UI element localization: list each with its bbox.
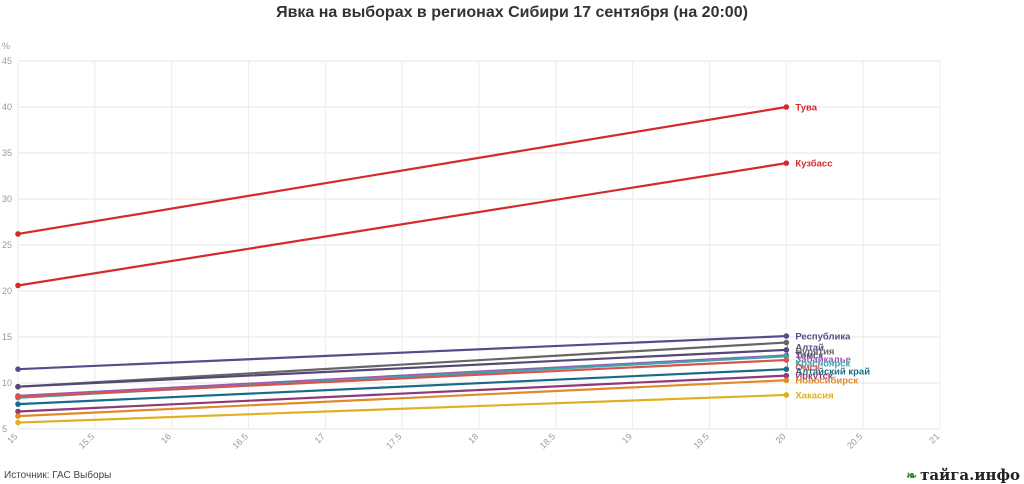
series-line: [16, 334, 788, 371]
x-tick-label: 21: [927, 431, 941, 445]
series-line: [16, 348, 788, 388]
data-point: [15, 366, 21, 373]
x-tick-label: 18: [466, 431, 480, 445]
data-point: [783, 347, 790, 353]
y-tick-label: 30: [2, 194, 12, 204]
data-point: [783, 104, 790, 110]
series-line: [16, 374, 788, 413]
data-point: [15, 383, 21, 390]
x-tick-label: 17: [313, 431, 327, 445]
data-point: [783, 372, 790, 379]
data-point: [783, 377, 790, 384]
data-point: [15, 408, 21, 415]
x-tick-label: 16.5: [230, 431, 249, 450]
x-tick-label: 16: [159, 431, 173, 445]
y-tick-label: 45: [2, 56, 12, 66]
data-point: [15, 401, 21, 407]
x-tick-label: 15: [5, 431, 19, 445]
data-point: [783, 357, 790, 363]
series-label: Иркутск: [795, 371, 833, 382]
x-tick-label: 19.5: [691, 431, 710, 450]
x-tick-label: 18.5: [538, 431, 557, 450]
source-note: Источник: ГАС Выборы: [4, 470, 112, 481]
y-tick-label: 40: [2, 102, 12, 112]
series-label: Омск: [795, 363, 820, 374]
series-line: [16, 379, 788, 418]
series-label: Забайкалье: [795, 355, 850, 366]
data-point: [15, 282, 21, 289]
brand-text: тайга.инфо: [920, 466, 1020, 484]
data-point: [15, 394, 21, 400]
series-label: Кузбасс: [795, 159, 832, 170]
series-line: [16, 393, 788, 424]
chart-title: Явка на выборах в регионах Сибири 17 сен…: [276, 4, 748, 21]
data-point: [15, 419, 21, 426]
data-point: [783, 333, 790, 339]
series-label: Новосибирск: [795, 376, 858, 387]
y-tick-label: 25: [2, 240, 12, 250]
data-point: [783, 366, 790, 373]
data-points: [15, 104, 790, 426]
x-tick-label: 20: [774, 431, 788, 445]
series-line: [16, 368, 788, 406]
y-axis-unit: %: [2, 41, 10, 51]
grid: [17, 60, 941, 430]
data-point: [15, 231, 21, 237]
series-labels: Тува Кузбасс Республика АлтайБурятияТомскЗа…: [786, 103, 870, 401]
series-label: Красноярск: [795, 359, 850, 370]
series-label: Республика Алтай: [795, 332, 851, 354]
series-line: [16, 358, 788, 398]
series-label: Бурятия: [795, 347, 834, 358]
series-line: [16, 341, 788, 388]
series-lines: [16, 105, 788, 424]
series-line: [16, 105, 788, 236]
series-line: [16, 162, 788, 287]
y-tick-label: 20: [2, 286, 12, 296]
y-tick-label: 35: [2, 148, 12, 158]
data-point: [783, 160, 790, 166]
x-tick-label: 15.5: [77, 431, 96, 450]
data-point: [15, 413, 21, 419]
y-tick-label: 15: [2, 332, 12, 342]
leaf-icon: ❧: [906, 469, 918, 484]
y-tick-label: 5: [2, 424, 7, 434]
series-label: Хакасия: [795, 390, 833, 401]
x-tick-label: 20.5: [845, 431, 864, 450]
series-label: Алтайский край: [795, 367, 870, 378]
x-tick-label: 19: [620, 431, 634, 445]
x-tick-label: 17.5: [384, 431, 403, 450]
brand-logo[interactable]: ❧ тайга.инфо: [906, 466, 1020, 484]
y-tick-label: 10: [2, 378, 12, 388]
data-point: [783, 392, 790, 398]
data-point: [783, 339, 790, 346]
series-label: Тува: [795, 103, 817, 114]
series-label: Томск: [795, 351, 823, 362]
